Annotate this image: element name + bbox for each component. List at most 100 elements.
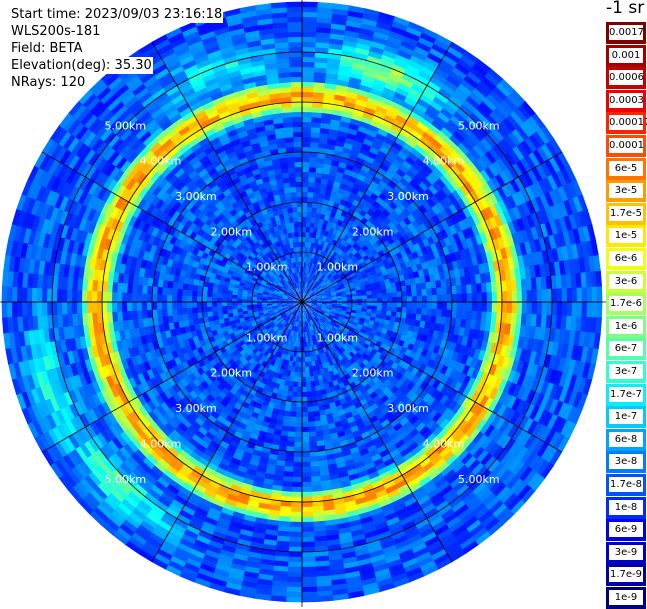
range-gate-cell bbox=[310, 376, 315, 382]
range-gate-cell bbox=[401, 307, 407, 313]
range-gate-cell bbox=[302, 412, 308, 418]
range-gate-cell bbox=[305, 362, 309, 368]
range-gate-cell bbox=[296, 402, 302, 408]
range-gate-cell bbox=[302, 47, 316, 53]
range-gate-cell bbox=[512, 302, 518, 314]
range-gate-cell bbox=[302, 37, 317, 43]
range-gate-cell bbox=[411, 290, 417, 297]
range-gate-cell bbox=[492, 292, 498, 303]
range-gate-cell bbox=[302, 27, 317, 33]
range-gate-cell bbox=[582, 302, 588, 318]
range-gate-cell bbox=[442, 294, 448, 302]
range-gate-cell bbox=[417, 296, 423, 303]
range-gate-cell bbox=[537, 289, 543, 302]
range-gate-cell bbox=[302, 57, 315, 63]
range-gate-cell bbox=[507, 291, 513, 303]
range-gate-cell bbox=[293, 457, 302, 463]
range-gate-cell bbox=[292, 387, 297, 393]
range-gate-cell bbox=[308, 416, 315, 422]
range-gate-cell bbox=[287, 572, 302, 578]
range-gate-cell bbox=[562, 302, 568, 317]
range-gate-cell bbox=[298, 362, 302, 367]
range-gate-cell bbox=[427, 295, 433, 302]
range-gate-cell bbox=[302, 232, 306, 237]
range-gate-cell bbox=[472, 293, 478, 303]
range-gate-cell bbox=[290, 517, 302, 523]
range-gate-cell bbox=[302, 82, 314, 88]
range-gate-cell bbox=[306, 387, 311, 393]
range-gate-cell bbox=[517, 302, 523, 314]
range-gate-cell bbox=[289, 537, 302, 543]
range-gate-cell bbox=[377, 298, 383, 302]
range-gate-cell bbox=[367, 295, 373, 299]
range-gate-cell bbox=[286, 582, 302, 588]
range-gate-cell bbox=[293, 377, 298, 383]
range-gate-cell bbox=[297, 387, 302, 393]
range-gate-cell bbox=[372, 302, 378, 306]
range-gate-cell bbox=[302, 432, 309, 438]
range-gate-cell bbox=[402, 296, 408, 302]
range-gate-cell bbox=[502, 302, 508, 313]
range-gate-cell bbox=[407, 302, 413, 308]
range-gate-cell bbox=[302, 92, 314, 98]
range-gate-cell bbox=[291, 401, 297, 407]
range-gate-cell bbox=[416, 289, 422, 296]
range-gate-cell bbox=[295, 427, 302, 433]
range-gate-cell bbox=[295, 417, 302, 423]
range-gate-cell bbox=[288, 552, 302, 558]
range-gate-cell bbox=[302, 487, 312, 493]
range-gate-cell bbox=[302, 207, 307, 213]
range-gate-cell bbox=[306, 382, 311, 388]
range-gate-cell bbox=[301, 567, 316, 573]
range-gate-cell bbox=[308, 421, 315, 427]
range-gate-cell bbox=[357, 296, 363, 300]
range-gate-cell bbox=[307, 401, 313, 407]
range-gate-cell bbox=[431, 288, 437, 296]
range-gate-cell bbox=[457, 294, 463, 303]
range-gate-cell bbox=[302, 127, 312, 133]
range-gate-cell bbox=[482, 302, 488, 312]
range-gate-cell bbox=[421, 289, 427, 296]
range-gate-cell bbox=[302, 427, 309, 433]
range-gate-cell bbox=[517, 290, 523, 302]
range-gate-cell bbox=[512, 291, 518, 303]
range-gate-cell bbox=[302, 372, 306, 377]
range-gate-cell bbox=[412, 296, 418, 302]
range-gate-cell bbox=[302, 417, 309, 423]
range-gate-cell bbox=[291, 492, 302, 498]
range-gate-cell bbox=[301, 517, 313, 523]
range-gate-cell bbox=[294, 437, 302, 443]
range-gate-cell bbox=[472, 302, 478, 312]
range-gate-cell bbox=[302, 192, 308, 198]
range-gate-cell bbox=[302, 407, 308, 413]
range-gate-cell bbox=[295, 432, 302, 438]
range-gate-cell bbox=[302, 217, 307, 223]
range-gate-cell bbox=[527, 290, 533, 303]
range-gate-cell bbox=[302, 187, 308, 193]
range-gate-cell bbox=[502, 291, 508, 302]
range-gate-cell bbox=[462, 302, 468, 311]
range-gate-cell bbox=[387, 306, 393, 311]
range-gate-cell bbox=[377, 306, 383, 311]
range-gate-cell bbox=[292, 487, 302, 493]
range-gate-cell bbox=[426, 288, 432, 295]
range-gate-cell bbox=[302, 87, 314, 93]
range-gate-cell bbox=[302, 112, 312, 118]
range-gate-cell bbox=[301, 572, 316, 578]
range-gate-cell bbox=[298, 377, 302, 383]
range-gate-cell bbox=[407, 296, 413, 302]
range-gate-cell bbox=[302, 182, 309, 188]
range-gate-cell bbox=[302, 12, 318, 18]
range-gate-cell bbox=[285, 597, 302, 603]
range-gate-cell bbox=[301, 592, 317, 598]
range-gate-cell bbox=[372, 294, 378, 298]
range-gate-cell bbox=[289, 542, 302, 548]
range-gate-cell bbox=[452, 294, 458, 303]
range-gate-cell bbox=[437, 302, 443, 310]
range-gate-cell bbox=[301, 492, 312, 498]
range-gate-cell bbox=[290, 406, 296, 412]
range-gate-cell bbox=[367, 302, 372, 306]
range-gate-cell bbox=[302, 242, 305, 247]
range-gate-cell bbox=[301, 512, 313, 518]
range-gate-cell bbox=[392, 302, 398, 307]
